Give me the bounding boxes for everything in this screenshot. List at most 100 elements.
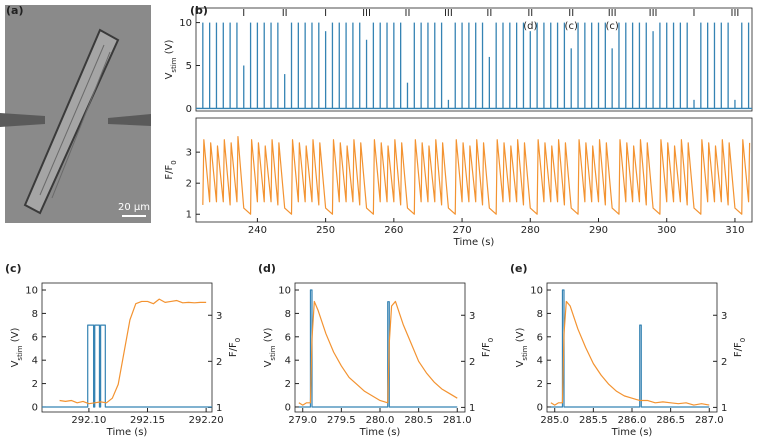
y-tick-label: 10 bbox=[179, 18, 192, 29]
x-tick-label: 292.20 bbox=[189, 415, 224, 426]
x-tick-label: 250 bbox=[316, 225, 335, 236]
x-tick-label: 287.0 bbox=[695, 415, 724, 426]
x-tick-label: 279.0 bbox=[288, 415, 317, 426]
axis-label: Vstim (V) bbox=[515, 327, 529, 367]
x-tick-label: 292.10 bbox=[71, 415, 106, 426]
x-axis-label: Time (s) bbox=[106, 427, 148, 438]
y-tick-label: 8 bbox=[32, 309, 38, 320]
x-tick-label: 279.5 bbox=[327, 415, 356, 426]
x-tick-label: 290 bbox=[589, 225, 608, 236]
annotation: III bbox=[444, 8, 453, 19]
y-tick-label: 10 bbox=[278, 286, 291, 297]
y2-tick-label: 2 bbox=[469, 357, 475, 368]
y-tick-label: 4 bbox=[537, 356, 543, 367]
axis-label: Vstim (V) bbox=[164, 39, 178, 79]
annotation: II bbox=[486, 8, 492, 19]
y2-tick-label: 3 bbox=[216, 311, 222, 322]
axis-label: F/F0 bbox=[481, 338, 495, 357]
pipette bbox=[0, 113, 45, 127]
axis-label-part: stim bbox=[521, 345, 529, 360]
x-tick-label: 270 bbox=[453, 225, 472, 236]
y-tick-label: 8 bbox=[285, 309, 291, 320]
cell-striation bbox=[39, 44, 105, 196]
annotation: II bbox=[282, 8, 288, 19]
axis-label-part: 0 bbox=[170, 160, 178, 164]
panel-label: (a) bbox=[6, 4, 23, 17]
annotation: I bbox=[324, 8, 327, 19]
y-tick-label: 0 bbox=[186, 104, 192, 115]
annotation: (c) bbox=[605, 21, 618, 32]
axis-label: F/F0 bbox=[228, 338, 242, 357]
plot-frame bbox=[546, 282, 718, 413]
y-tick-label: 1 bbox=[186, 210, 192, 221]
y-tick-label: 2 bbox=[32, 379, 38, 390]
axis-label-part: V bbox=[164, 72, 175, 79]
axis-label-part: (V) bbox=[263, 327, 274, 345]
y-tick-label: 6 bbox=[32, 332, 38, 343]
y-tick-label: 0 bbox=[32, 402, 38, 413]
y2-tick-label: 1 bbox=[216, 403, 222, 414]
panel-label: (b) bbox=[190, 4, 208, 17]
x-tick-label: 280.5 bbox=[404, 415, 433, 426]
y2-tick-label: 1 bbox=[469, 403, 475, 414]
x-tick-label: 280.0 bbox=[366, 415, 395, 426]
y-tick-label: 10 bbox=[25, 286, 38, 297]
y-tick-label: 6 bbox=[285, 332, 291, 343]
axis-label-part: V bbox=[515, 360, 526, 367]
trace bbox=[59, 298, 207, 405]
x-axis-label: Time (s) bbox=[359, 427, 401, 438]
axis-label-part: F/F bbox=[481, 342, 492, 357]
y2-tick-label: 3 bbox=[469, 311, 475, 322]
axis-label-part: stim bbox=[170, 57, 178, 72]
x-tick-label: 285.5 bbox=[579, 415, 608, 426]
y-tick-label: 0 bbox=[285, 402, 291, 413]
axis-label-part: 0 bbox=[739, 338, 747, 342]
cell-striation bbox=[51, 51, 111, 199]
axis-label-part: F/F bbox=[733, 342, 744, 357]
pipette bbox=[108, 114, 151, 126]
x-tick-label: 260 bbox=[384, 225, 403, 236]
trace bbox=[550, 289, 710, 408]
panel-label: (e) bbox=[510, 262, 528, 275]
axis-label-part: stim bbox=[269, 345, 277, 360]
annotation: II bbox=[405, 8, 411, 19]
axis-label-part: (V) bbox=[164, 39, 175, 57]
axis-label: F/F0 bbox=[164, 160, 178, 179]
axis-label-part: stim bbox=[16, 345, 24, 360]
annotation: (c) bbox=[565, 21, 578, 32]
annotation: III bbox=[362, 8, 371, 19]
annotation: III bbox=[608, 8, 617, 19]
x-tick-label: 285.0 bbox=[540, 415, 569, 426]
axis-label-part: (V) bbox=[10, 327, 21, 345]
plot-frame bbox=[41, 282, 213, 413]
plot-frame bbox=[195, 7, 753, 112]
y2-tick-label: 3 bbox=[721, 311, 727, 322]
annotation: I bbox=[693, 8, 696, 19]
x-tick-label: 286.5 bbox=[656, 415, 685, 426]
y-tick-label: 8 bbox=[537, 309, 543, 320]
axis-label-part: 0 bbox=[234, 338, 242, 342]
x-tick-label: 292.15 bbox=[130, 415, 165, 426]
axis-label-part: (V) bbox=[515, 327, 526, 345]
axis-label: Vstim (V) bbox=[10, 327, 24, 367]
y-tick-label: 2 bbox=[537, 379, 543, 390]
trace bbox=[298, 289, 458, 408]
x-axis-label: Time (s) bbox=[453, 237, 495, 248]
annotation: (d) bbox=[523, 21, 537, 32]
plot-frame bbox=[195, 117, 753, 223]
x-tick-label: 300 bbox=[657, 225, 676, 236]
x-axis-label: Time (s) bbox=[611, 427, 653, 438]
y-tick-label: 6 bbox=[537, 332, 543, 343]
annotation: III bbox=[649, 8, 658, 19]
y-tick-label: 2 bbox=[285, 379, 291, 390]
y-tick-label: 4 bbox=[285, 356, 291, 367]
trace bbox=[42, 324, 212, 408]
x-tick-label: 310 bbox=[725, 225, 744, 236]
plot-frame bbox=[294, 282, 466, 413]
x-tick-label: 286.0 bbox=[618, 415, 647, 426]
axis-label-part: V bbox=[263, 360, 274, 367]
y-tick-label: 3 bbox=[186, 148, 192, 159]
y-tick-label: 0 bbox=[537, 402, 543, 413]
x-tick-label: 281.0 bbox=[443, 415, 472, 426]
axis-label-part: F/F bbox=[164, 165, 175, 180]
